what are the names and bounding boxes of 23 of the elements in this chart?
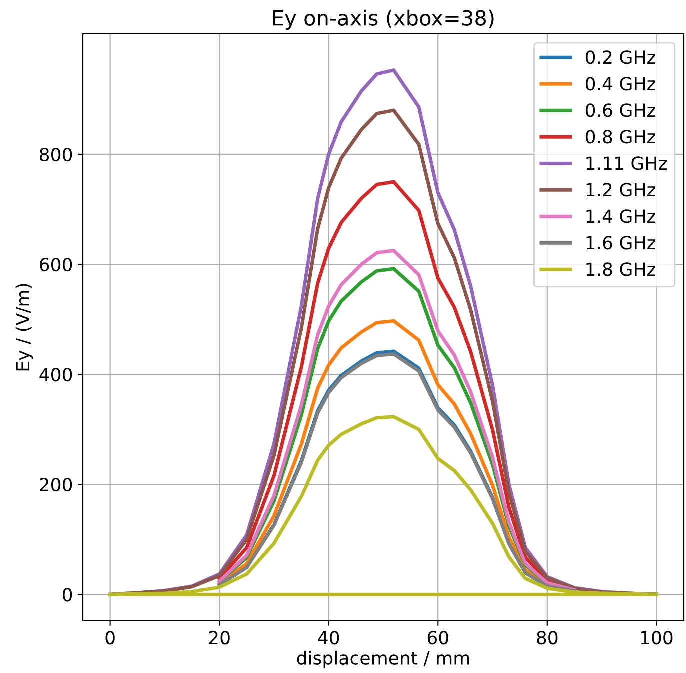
y-tick-label: 200 [40,478,72,492]
legend-label: 1.11 GHz [586,156,667,170]
legend-label: 1.2 GHz [586,183,656,197]
y-axis-title: Ey / (V/m) [16,284,34,371]
legend-label: 0.2 GHz [586,50,656,64]
legend-label: 1.6 GHz [586,236,656,250]
legend-label: 1.8 GHz [586,262,656,276]
legend-label: 0.4 GHz [586,77,656,91]
y-tick-label: 800 [40,148,72,162]
x-tick-label: 80 [537,631,558,645]
x-axis-title: displacement / mm [297,650,470,668]
x-tick-label: 100 [641,631,673,645]
x-tick-label: 0 [106,631,115,645]
y-tick-label: 600 [40,258,72,272]
x-tick-label: 20 [209,631,230,645]
legend-label: 0.8 GHz [586,130,656,144]
chart-title: Ey on-axis (xbox=38) [273,10,494,30]
legend-label: 1.4 GHz [586,210,656,224]
legend-label: 0.6 GHz [586,104,656,118]
x-tick-label: 40 [318,631,340,645]
y-tick-label: 0 [62,588,72,602]
x-tick-label: 60 [428,631,448,645]
y-tick-label: 400 [40,368,72,382]
